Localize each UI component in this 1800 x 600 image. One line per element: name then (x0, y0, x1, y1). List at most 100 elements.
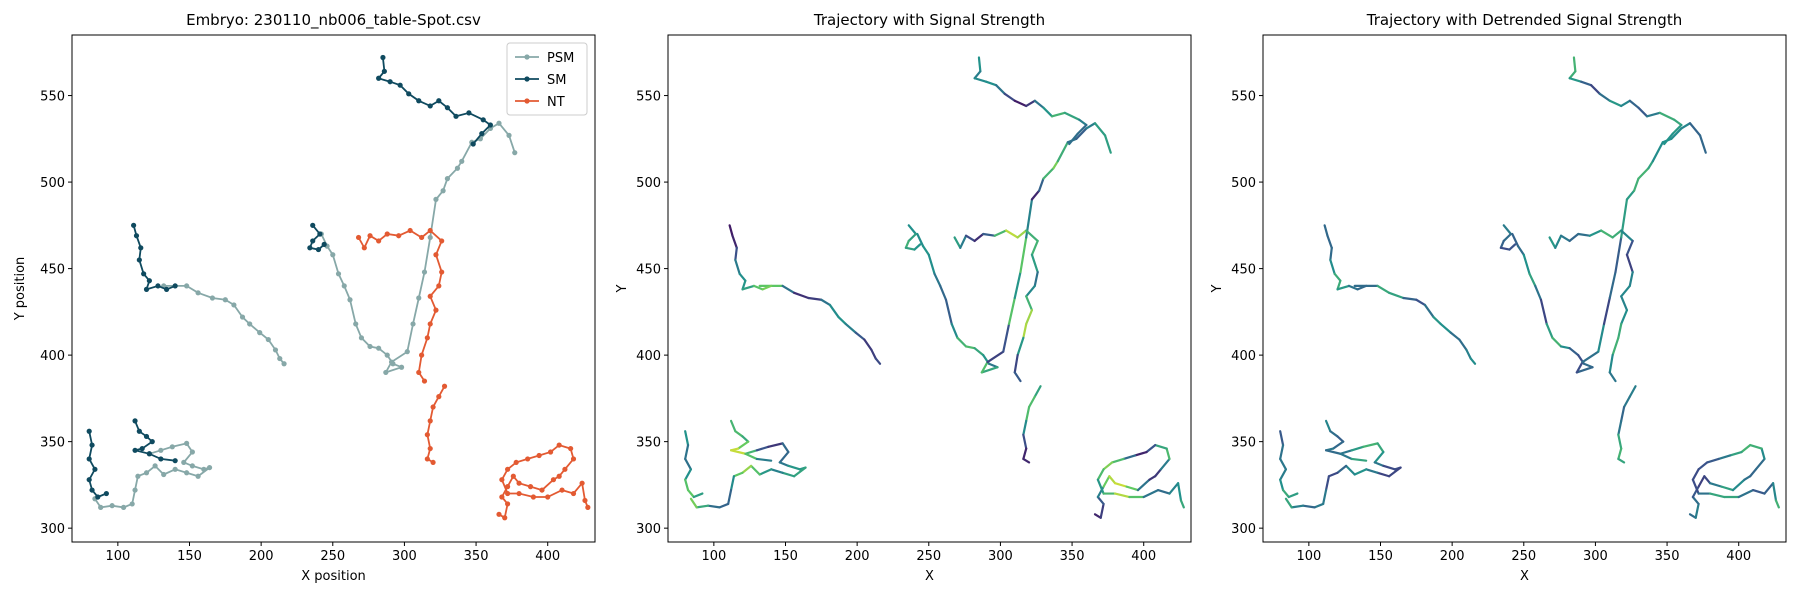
track-point-nt (570, 490, 577, 497)
signal-segment (1760, 447, 1766, 461)
signal-segment (1697, 461, 1709, 471)
signal-segment (1290, 504, 1305, 509)
track-line-psm (94, 442, 211, 509)
signal-segment (1717, 454, 1732, 461)
signal-segment (770, 468, 784, 474)
track-point-sm (143, 286, 150, 292)
track-point-psm (184, 440, 190, 446)
signal-segment (956, 336, 968, 348)
y-tick-label: 500 (636, 176, 661, 191)
signal-segment (1628, 385, 1637, 398)
signal-segment (1078, 118, 1088, 127)
y-axis-label: Y position (13, 257, 28, 322)
signal-segment (982, 232, 996, 237)
track-point-psm (143, 470, 150, 476)
signal-segment (1628, 270, 1634, 288)
signal-segment (1025, 229, 1039, 243)
signal-segment (1362, 442, 1379, 448)
signal-segment (1628, 99, 1640, 109)
signal-segment (741, 435, 750, 443)
signal-segment (1111, 457, 1125, 464)
signal-segment (728, 224, 734, 237)
signal-segment (1551, 336, 1563, 348)
signal-segment (1022, 447, 1028, 461)
track-point-psm (201, 466, 207, 472)
signal-segment (1499, 246, 1511, 251)
track-point-nt (530, 494, 536, 500)
track-point-nt (516, 480, 522, 486)
signal-segment (1458, 338, 1468, 352)
signal-segment (1620, 229, 1634, 243)
legend: PSM SM NT (506, 42, 588, 116)
track-point-psm (353, 321, 359, 327)
track-point-nt (424, 432, 430, 438)
signal-segment (1148, 475, 1157, 481)
legend-marker-nt (524, 98, 530, 104)
signal-segment (767, 442, 784, 448)
track-point-psm (172, 466, 178, 472)
track-point-nt (439, 269, 445, 275)
y-tick-label: 350 (1231, 436, 1256, 451)
track-point-psm (189, 449, 195, 455)
signal-segment (1772, 482, 1778, 502)
track-point-psm (496, 120, 502, 126)
y-tick-label: 550 (40, 90, 65, 105)
signal-segment (752, 284, 764, 291)
x-tick-label: 100 (105, 549, 130, 564)
signal-segment (792, 466, 807, 478)
track-point-nt (504, 484, 511, 490)
track-point-nt (545, 494, 551, 500)
y-axis-label: Y (615, 284, 630, 293)
track-point-psm (444, 176, 451, 182)
y-tick-label: 400 (636, 349, 661, 364)
signal-segment (1691, 478, 1700, 495)
signal-segment (1559, 345, 1571, 350)
signal-segment (1333, 272, 1342, 282)
signal-segment (1382, 464, 1396, 471)
signal-segment (950, 322, 959, 339)
signal-segment (1302, 504, 1316, 509)
track-point-sm (92, 466, 98, 472)
signal-segment (1522, 253, 1531, 275)
signal-segment (1598, 92, 1611, 102)
signal-segment (1050, 111, 1067, 118)
signal-segment (1373, 450, 1385, 464)
signal-segment (980, 366, 999, 374)
track-point-nt (510, 473, 516, 479)
signal-segment (787, 464, 801, 471)
legend-marker-psm (524, 54, 530, 60)
signal-segment (1588, 229, 1603, 237)
signal-segment (1469, 357, 1477, 365)
track-point-sm (89, 442, 95, 448)
signal-segment (1327, 471, 1339, 478)
signal-segment (1279, 468, 1288, 481)
x-tick-label: 300 (1583, 549, 1608, 564)
track-point-nt (579, 480, 585, 486)
signal-segment (1691, 485, 1700, 499)
signal-segment (837, 315, 847, 326)
track-point-nt (556, 473, 562, 479)
signal-segment (1743, 475, 1752, 481)
signal-segment (1313, 502, 1325, 509)
signal-segment (977, 56, 982, 73)
signal-segment (734, 430, 744, 438)
legend-label-sm: SM (547, 73, 566, 88)
track-point-psm (272, 347, 279, 353)
track-point-nt (559, 487, 565, 493)
track-point-nt (436, 394, 442, 400)
track-line-sm (377, 57, 492, 145)
track-point-sm (146, 451, 152, 457)
signal-segment (1063, 111, 1081, 121)
signal-segment (1022, 322, 1028, 339)
track-point-sm (315, 246, 322, 253)
signal-segment (964, 234, 976, 243)
signal-segment (1528, 272, 1537, 288)
signal-segment (1617, 447, 1623, 461)
signal-segment (1568, 232, 1580, 243)
signal-segment (1625, 189, 1636, 201)
track-point-psm (98, 504, 104, 510)
track-point-sm (86, 456, 92, 462)
track-point-nt (499, 494, 505, 500)
signal-segment (1096, 478, 1105, 495)
signal-segment (1608, 354, 1614, 374)
